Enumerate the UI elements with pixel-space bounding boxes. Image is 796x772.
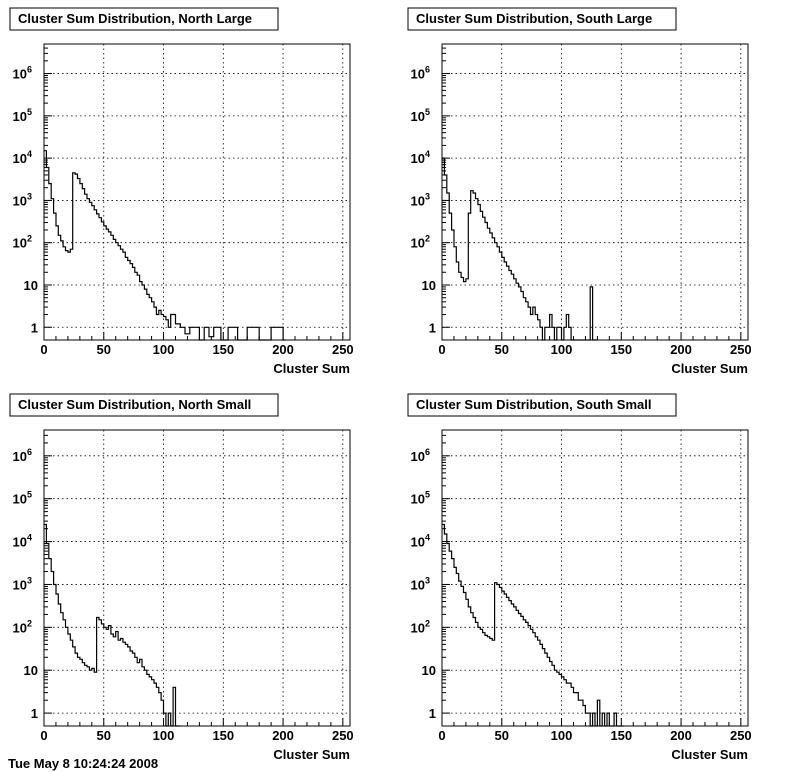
y-tick-exponent: 5 bbox=[425, 490, 430, 500]
plot-frame bbox=[441, 43, 749, 341]
histogram-series bbox=[442, 523, 624, 727]
y-tick-label: 102 bbox=[411, 618, 430, 635]
chart-panel: 0 50 100 150 200 250 1 10 102 103 104 105 106 Cluster… bbox=[407, 393, 752, 762]
x-tick-label: 100 bbox=[551, 342, 573, 357]
x-tick-label: 250 bbox=[332, 342, 354, 357]
y-tick-label: 106 bbox=[13, 447, 32, 464]
chart-title: Cluster Sum Distribution, North Small bbox=[18, 397, 251, 412]
x-tick-label: 150 bbox=[212, 342, 234, 357]
y-tick-label: 1 bbox=[31, 320, 38, 335]
y-tick-label: 104 bbox=[411, 533, 430, 550]
y-tick-exponent: 5 bbox=[27, 107, 32, 117]
footer-timestamp: Tue May 8 10:24:24 2008 bbox=[8, 756, 159, 771]
y-tick-label: 102 bbox=[13, 234, 32, 251]
y-tick-label: 105 bbox=[411, 107, 430, 124]
chart-title-box bbox=[9, 7, 279, 31]
y-tick-exponent: 6 bbox=[27, 65, 32, 75]
x-tick-label: 200 bbox=[670, 342, 692, 357]
plot-frame bbox=[43, 43, 351, 341]
y-tick-label: 104 bbox=[13, 533, 32, 550]
y-tick-exponent: 6 bbox=[27, 447, 32, 457]
x-tick-label: 50 bbox=[97, 342, 111, 357]
y-tick-exponent: 5 bbox=[27, 490, 32, 500]
histogram-series bbox=[442, 157, 598, 341]
y-tick-exponent: 4 bbox=[27, 533, 32, 543]
y-tick-exponent: 3 bbox=[425, 575, 430, 585]
x-tick-label: 200 bbox=[670, 728, 692, 743]
y-tick-label: 103 bbox=[411, 191, 430, 208]
y-tick-label: 10 bbox=[422, 663, 436, 678]
y-tick-exponent: 3 bbox=[425, 191, 430, 201]
y-tick-exponent: 6 bbox=[425, 65, 430, 75]
x-tick-label: 150 bbox=[610, 728, 632, 743]
x-tick-label: 250 bbox=[730, 728, 752, 743]
chart-panel: 0 50 100 150 200 250 1 10 102 103 104 105 106 Cluster… bbox=[9, 7, 354, 376]
x-tick-label: 0 bbox=[40, 728, 47, 743]
chart-panel: 0 50 100 150 200 250 1 10 102 103 104 105 106 Cluster… bbox=[407, 7, 752, 376]
x-tick-label: 50 bbox=[97, 728, 111, 743]
chart-title: Cluster Sum Distribution, North Large bbox=[18, 11, 252, 26]
x-tick-label: 0 bbox=[438, 342, 445, 357]
x-tick-label: 100 bbox=[551, 728, 573, 743]
x-tick-label: 0 bbox=[438, 728, 445, 743]
y-tick-label: 106 bbox=[411, 65, 430, 82]
x-tick-label: 250 bbox=[332, 728, 354, 743]
y-tick-label: 103 bbox=[13, 191, 32, 208]
chart-panel: 0 50 100 150 200 250 1 10 102 103 104 105 106 Cluster… bbox=[9, 393, 354, 762]
x-tick-label: 50 bbox=[495, 728, 509, 743]
histogram-series bbox=[44, 523, 181, 727]
y-tick-exponent: 6 bbox=[425, 447, 430, 457]
x-axis-label: Cluster Sum bbox=[671, 361, 748, 376]
x-tick-label: 200 bbox=[272, 728, 294, 743]
x-tick-label: 150 bbox=[610, 342, 632, 357]
y-tick-label: 102 bbox=[13, 618, 32, 635]
y-tick-label: 1 bbox=[429, 706, 436, 721]
x-tick-label: 100 bbox=[153, 728, 175, 743]
x-tick-label: 100 bbox=[153, 342, 175, 357]
chart-title: Cluster Sum Distribution, South Large bbox=[416, 11, 652, 26]
x-tick-label: 50 bbox=[495, 342, 509, 357]
y-tick-label: 10 bbox=[24, 663, 38, 678]
y-tick-label: 103 bbox=[13, 575, 32, 592]
plot-frame bbox=[441, 429, 749, 727]
y-tick-label: 104 bbox=[13, 149, 32, 166]
y-tick-label: 103 bbox=[411, 575, 430, 592]
histogram-series bbox=[44, 150, 286, 341]
chart-title-box bbox=[9, 393, 279, 417]
y-tick-exponent: 5 bbox=[425, 107, 430, 117]
y-tick-label: 104 bbox=[411, 149, 430, 166]
y-tick-exponent: 2 bbox=[425, 618, 430, 628]
chart-title-box bbox=[407, 393, 677, 417]
chart-title: Cluster Sum Distribution, South Small bbox=[416, 397, 651, 412]
x-tick-label: 150 bbox=[212, 728, 234, 743]
y-tick-exponent: 3 bbox=[27, 575, 32, 585]
y-tick-label: 1 bbox=[31, 706, 38, 721]
y-tick-label: 10 bbox=[24, 278, 38, 293]
y-tick-exponent: 4 bbox=[425, 149, 430, 159]
x-axis-label: Cluster Sum bbox=[273, 361, 350, 376]
x-tick-label: 200 bbox=[272, 342, 294, 357]
y-tick-label: 102 bbox=[411, 234, 430, 251]
x-tick-label: 250 bbox=[730, 342, 752, 357]
y-tick-label: 1 bbox=[429, 320, 436, 335]
x-axis-label: Cluster Sum bbox=[273, 747, 350, 762]
y-tick-label: 105 bbox=[13, 490, 32, 507]
plot-frame bbox=[43, 429, 351, 727]
y-tick-exponent: 2 bbox=[425, 234, 430, 244]
y-tick-label: 10 bbox=[422, 278, 436, 293]
y-tick-exponent: 3 bbox=[27, 191, 32, 201]
y-tick-label: 106 bbox=[411, 447, 430, 464]
y-tick-exponent: 2 bbox=[27, 234, 32, 244]
y-tick-label: 105 bbox=[411, 490, 430, 507]
y-tick-exponent: 4 bbox=[425, 533, 430, 543]
x-axis-label: Cluster Sum bbox=[671, 747, 748, 762]
x-tick-label: 0 bbox=[40, 342, 47, 357]
y-tick-exponent: 4 bbox=[27, 149, 32, 159]
y-tick-label: 106 bbox=[13, 65, 32, 82]
chart-title-box bbox=[407, 7, 677, 31]
y-tick-exponent: 2 bbox=[27, 618, 32, 628]
y-tick-label: 105 bbox=[13, 107, 32, 124]
